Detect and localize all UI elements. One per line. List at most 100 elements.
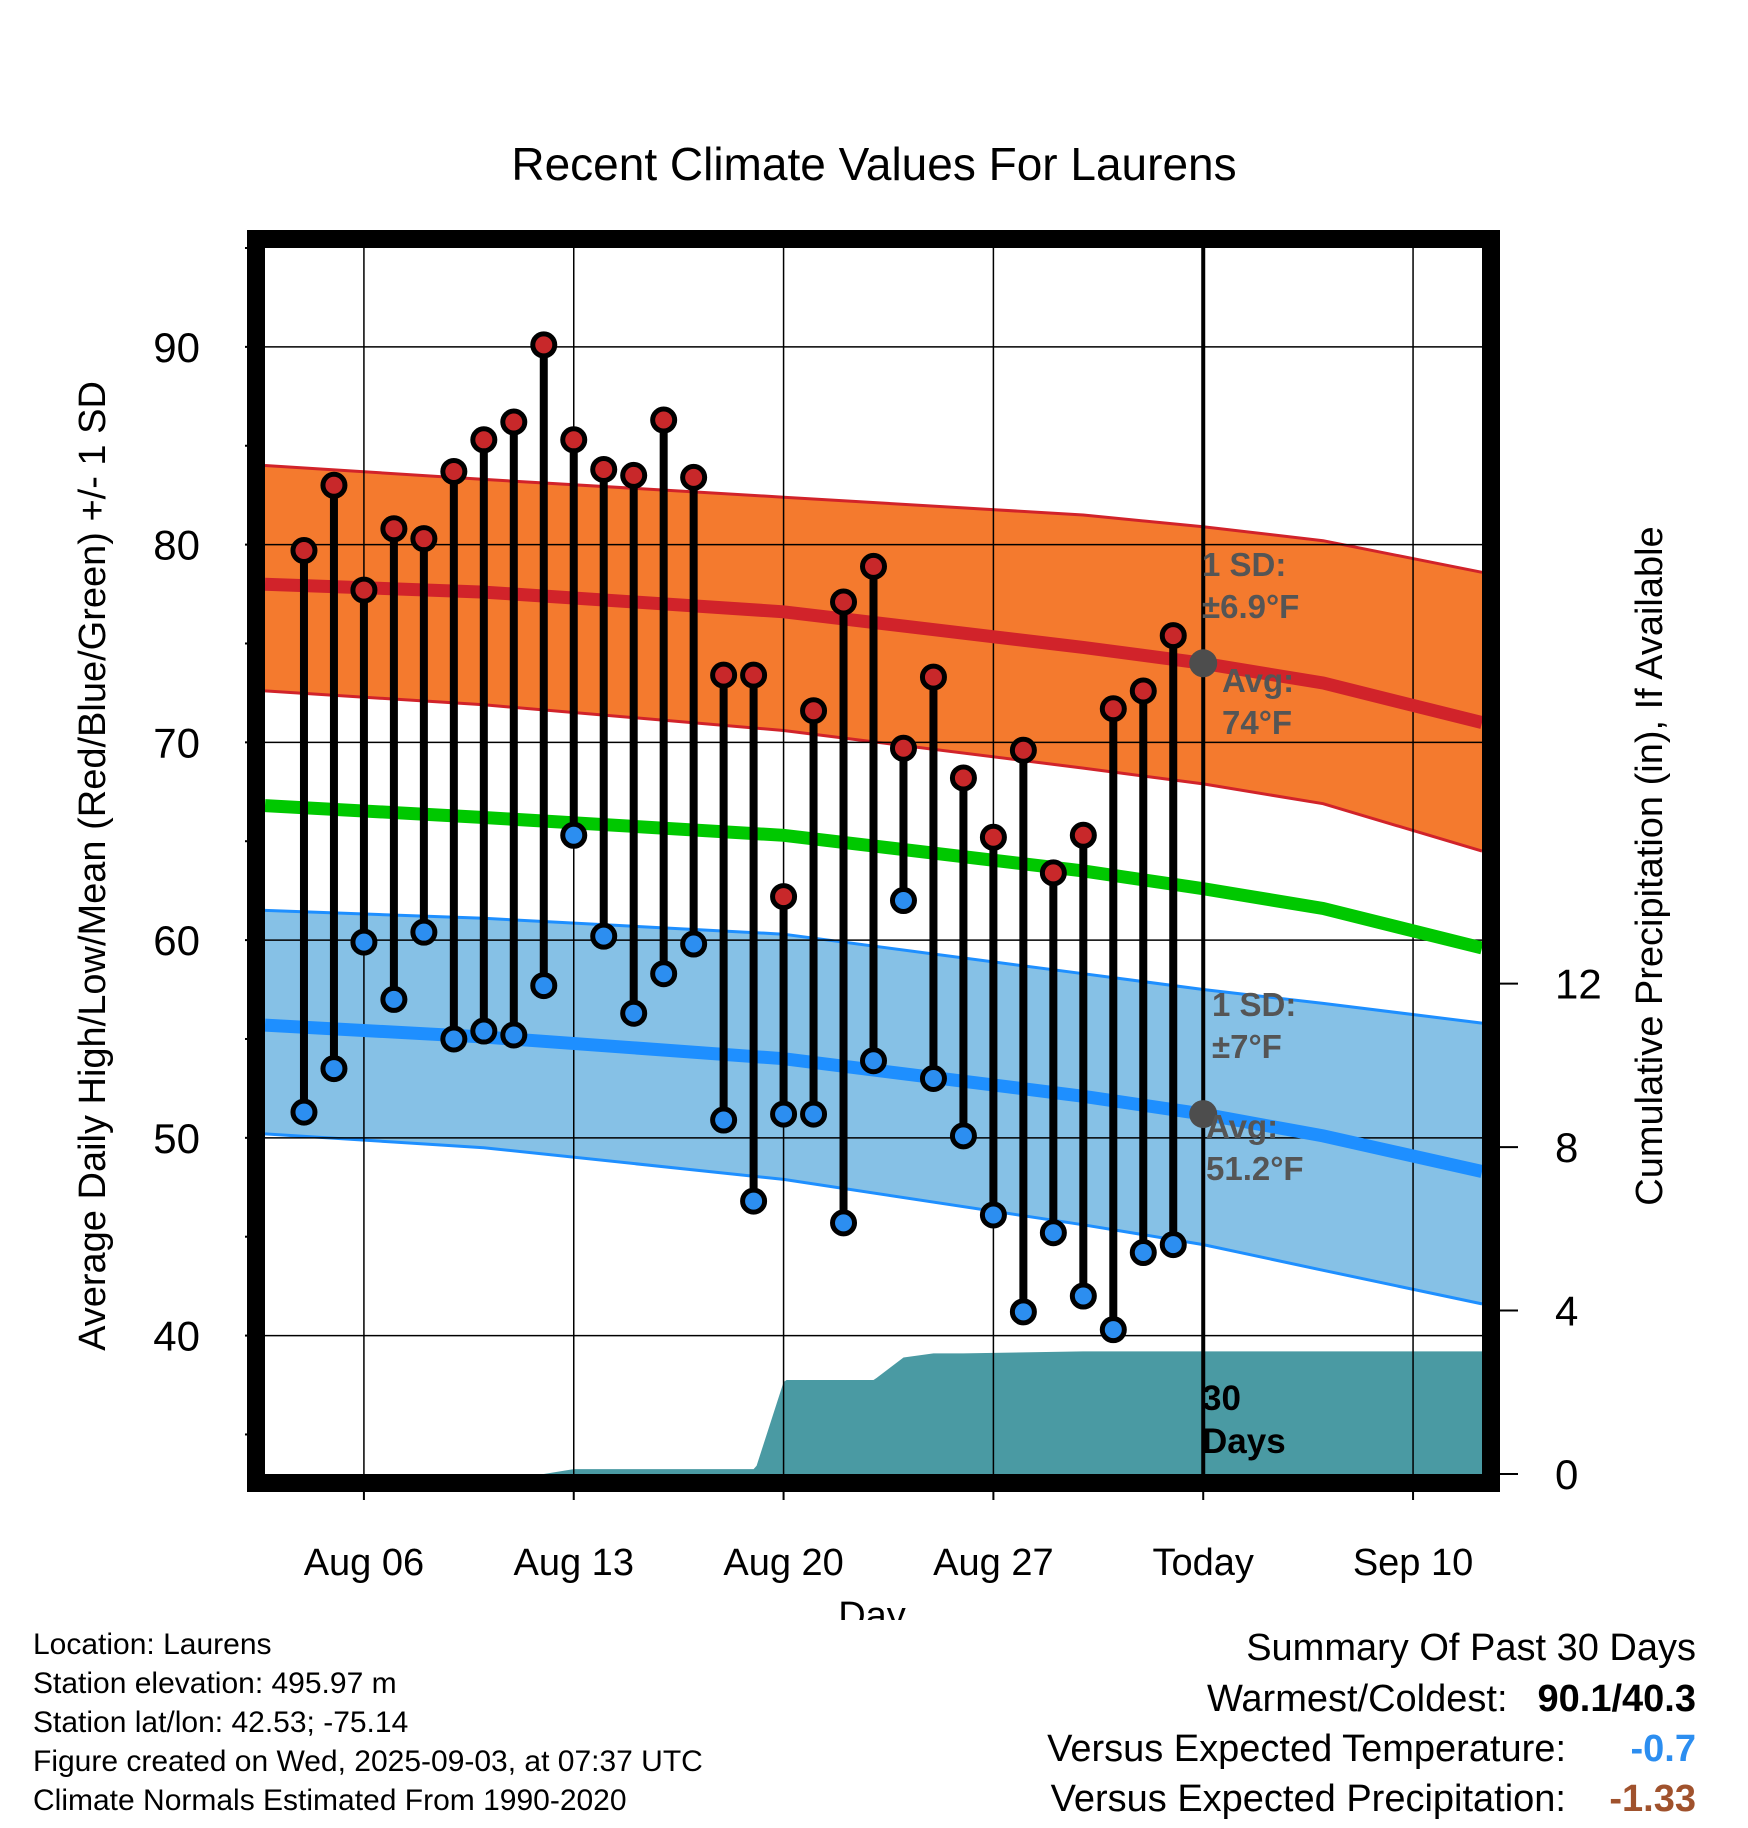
low-temp-point — [889, 887, 917, 915]
low-temp-point — [860, 1047, 887, 1075]
temp-label: Versus Expected Temperature: — [1047, 1728, 1566, 1770]
low-temp-point — [710, 1106, 738, 1134]
high-temp-point — [560, 426, 588, 454]
high-temp-point — [1039, 859, 1067, 887]
low-temp-point — [440, 1025, 468, 1053]
y-tick-label: 60 — [153, 917, 200, 964]
y-tick-label: 90 — [153, 324, 200, 371]
x-tick-label: Aug 13 — [514, 1542, 634, 1584]
today-days-unit: Days — [1202, 1422, 1286, 1461]
high-temp-point — [350, 576, 378, 604]
high-temp-point — [919, 663, 947, 691]
y2-tick-label: 4 — [1555, 1288, 1578, 1335]
high-temp-point — [500, 408, 528, 436]
high-temp-point — [440, 457, 468, 485]
low-temp-point — [470, 1017, 498, 1045]
high-temp-point — [410, 525, 438, 553]
high-temp-point — [1129, 677, 1157, 705]
low-temp-point — [979, 1201, 1007, 1229]
low-temp-point — [1129, 1239, 1157, 1267]
low-temp-point — [590, 922, 618, 950]
summary-panel: Summary Of Past 30 Days Warmest/Coldest:… — [1047, 1622, 1696, 1824]
high-temp-point — [1009, 736, 1037, 764]
low-temp-point — [1039, 1219, 1067, 1247]
low-temp-point — [560, 821, 588, 849]
low-temp-point — [290, 1098, 318, 1126]
warmest-label: Warmest/Coldest: — [1206, 1678, 1508, 1720]
created-text: Figure created on Wed, 2025-09-03, at 07… — [33, 1745, 703, 1778]
location-text: Location: Laurens — [33, 1628, 272, 1661]
y-tick-label: 70 — [153, 719, 200, 766]
high-temp-point — [380, 515, 408, 543]
high-temp-point — [830, 588, 858, 616]
precip-label: Versus Expected Precipitation: — [1050, 1778, 1566, 1820]
high-temp-point — [770, 883, 798, 911]
summary-precip-row: Versus Expected Precipitation: -1.33 — [1047, 1774, 1696, 1824]
low-temp-point — [380, 985, 408, 1013]
low-temp-point — [650, 960, 678, 988]
warmest-value: 90.1/40.3 — [1537, 1678, 1696, 1720]
high-avg-annotation: Avg: — [1222, 662, 1294, 699]
low-temp-point — [919, 1065, 947, 1093]
high-temp-point — [590, 455, 618, 483]
low-temp-point — [949, 1122, 977, 1150]
low-temp-point — [620, 999, 648, 1027]
x-tick-label: Sep 10 — [1353, 1542, 1473, 1584]
y-tick-label: 80 — [153, 522, 200, 569]
low-avg-value: 51.2°F — [1206, 1150, 1304, 1187]
low-sd-band — [265, 910, 1482, 1304]
high-temp-point — [889, 734, 917, 762]
chart-title: Recent Climate Values For Laurens — [511, 138, 1236, 190]
today-days-label: 30 — [1202, 1379, 1241, 1418]
y-tick-label: 40 — [153, 1313, 200, 1360]
high-avg-today-dot — [1189, 649, 1218, 678]
low-temp-point — [830, 1209, 858, 1237]
low-temp-point — [680, 930, 708, 958]
high-avg-value: 74°F — [1222, 704, 1292, 741]
high-sd-annotation: 1 SD: — [1202, 546, 1286, 583]
summary-warmest-row: Warmest/Coldest: 90.1/40.3 — [1047, 1674, 1696, 1724]
low-sd-annotation: 1 SD: — [1212, 986, 1296, 1023]
x-axis-label: Day — [838, 1595, 906, 1620]
y2-tick-label: 8 — [1555, 1124, 1578, 1171]
x-tick-label: Aug 06 — [304, 1542, 424, 1584]
high-temp-point — [710, 661, 738, 689]
high-temp-point — [860, 552, 887, 580]
high-temp-point — [1159, 622, 1187, 650]
low-temp-point — [350, 928, 378, 956]
high-sd-value: ±6.9°F — [1202, 588, 1299, 625]
y2-tick-label: 12 — [1555, 961, 1602, 1008]
low-temp-point — [500, 1021, 528, 1049]
high-temp-point — [470, 426, 498, 454]
high-temp-point — [530, 331, 558, 359]
high-temp-point — [740, 661, 768, 689]
precip-area — [265, 1351, 1482, 1474]
high-temp-point — [320, 471, 348, 499]
summary-title: Summary Of Past 30 Days — [1246, 1627, 1696, 1669]
precip-value: -1.33 — [1609, 1778, 1696, 1820]
high-temp-point — [1099, 695, 1127, 723]
temp-value: -0.7 — [1630, 1728, 1696, 1770]
y-axis-label: Average Daily High/Low/Mean (Red/Blue/Gr… — [72, 381, 114, 1351]
low-temp-point — [800, 1100, 828, 1128]
low-temp-point — [320, 1055, 348, 1083]
low-temp-point — [530, 972, 558, 1000]
high-temp-point — [800, 697, 828, 725]
low-temp-point — [740, 1187, 768, 1215]
low-temp-point — [1159, 1231, 1187, 1259]
x-tick-label: Aug 20 — [723, 1542, 843, 1584]
high-temp-point — [620, 461, 648, 489]
latlon-text: Station lat/lon: 42.53; -75.14 — [33, 1706, 409, 1739]
summary-temp-row: Versus Expected Temperature: -0.7 — [1047, 1724, 1696, 1774]
y-tick-label: 50 — [153, 1115, 200, 1162]
plot-frame — [247, 230, 1500, 1492]
y2-axis-label: Cumulative Precipitation (in), If Availa… — [1629, 526, 1671, 1205]
high-temp-point — [949, 764, 977, 792]
high-temp-point — [680, 463, 708, 491]
low-avg-today-dot — [1189, 1100, 1218, 1129]
station-info: Location: Laurens Station elevation: 495… — [33, 1625, 703, 1820]
x-tick-label: Today — [1153, 1542, 1254, 1584]
low-sd-value: ±7°F — [1212, 1028, 1282, 1065]
low-temp-point — [770, 1100, 798, 1128]
low-temp-point — [410, 918, 438, 946]
